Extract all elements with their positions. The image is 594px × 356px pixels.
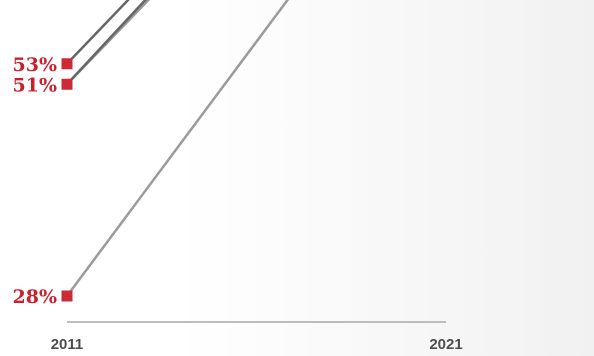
series-line-boomer	[65, 0, 290, 297]
start-value-label-boomer: 28%	[13, 286, 58, 308]
x-tick-label-2021: 2021	[429, 336, 462, 353]
x-tick-label-2011: 2011	[51, 336, 84, 353]
series-line-gen-z	[66, 0, 130, 65]
point-marker-millennial-2011	[61, 78, 73, 90]
series-line-gen-x	[66, 0, 151, 86]
start-value-label-gen-z: 53%	[13, 54, 58, 76]
start-value-label-millennial: 51%	[13, 74, 58, 96]
point-marker-boomer-2011	[61, 290, 73, 302]
point-marker-gen-z-2011	[61, 58, 73, 70]
series-line-millennial	[66, 0, 147, 86]
